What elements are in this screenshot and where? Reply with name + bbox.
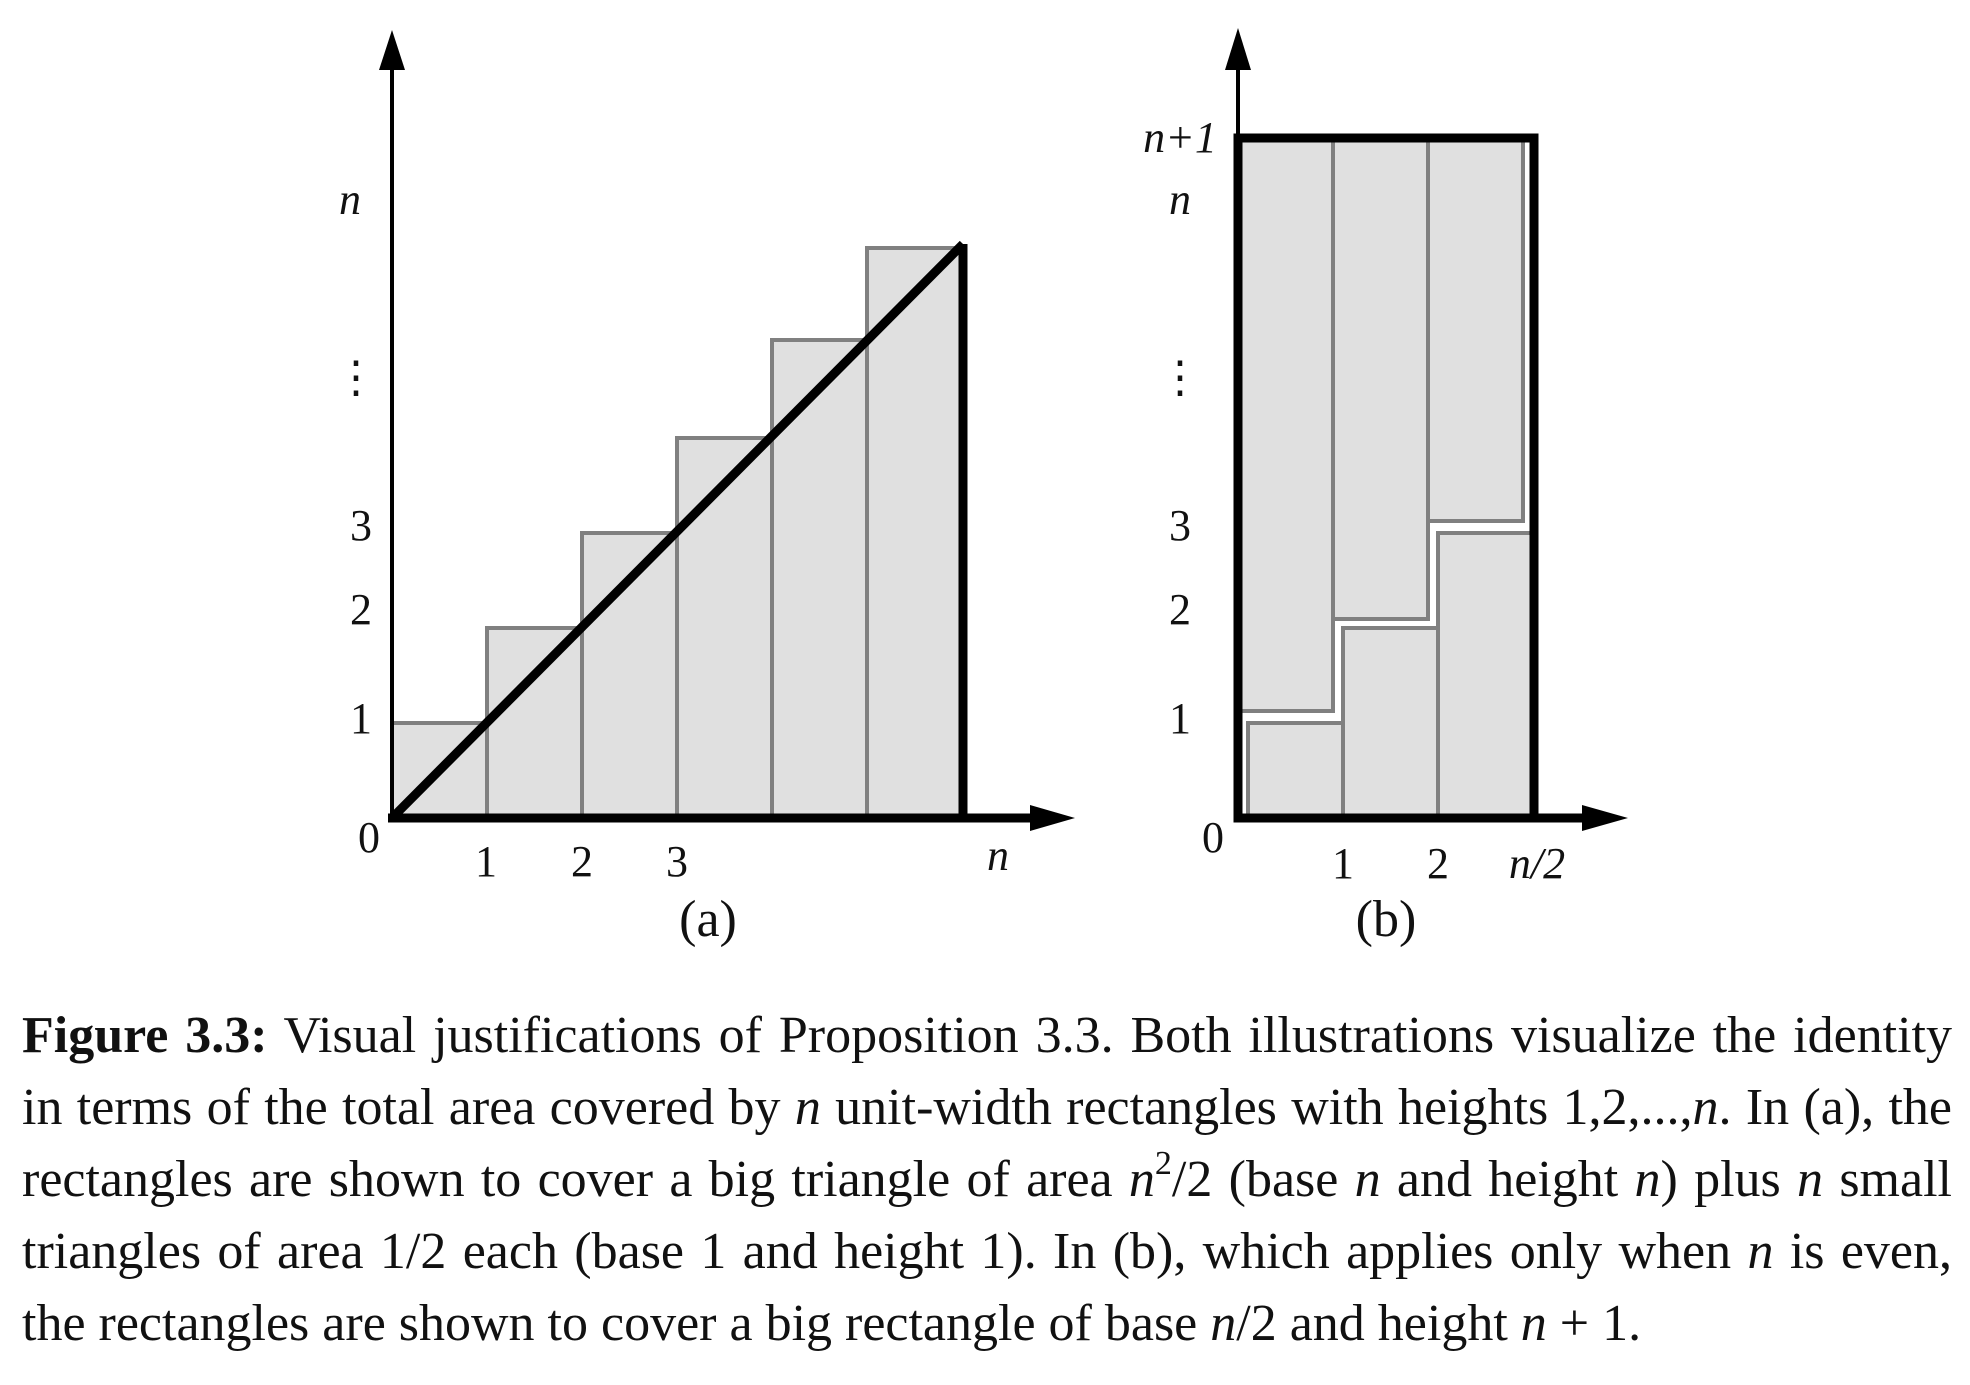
b-bar-2 <box>1341 626 1440 820</box>
b-bar-3 <box>1436 531 1535 820</box>
y-tick-dots: ⋮ <box>334 353 378 402</box>
y-tick-0: 0 <box>358 813 380 862</box>
caption-text: and height <box>1380 1151 1635 1208</box>
bar-5 <box>770 338 869 820</box>
triangle-hypotenuse <box>388 240 967 822</box>
b-x-tick-2: 2 <box>1427 839 1449 888</box>
caption-text: /2 (base <box>1171 1151 1355 1208</box>
bar-6 <box>865 246 965 820</box>
caption-text: is even, the rectangles are shown to cov… <box>22 1223 1952 1352</box>
caption-text: unit-width rectangles with heights 1,2,.… <box>820 1079 1693 1136</box>
b-bar-1 <box>1246 721 1345 820</box>
b-top-bar-2 <box>1331 136 1430 621</box>
b-x-tick-1: 1 <box>1332 839 1354 888</box>
caption-text: Visual justifications of Proposition 3.3… <box>22 1007 1952 1136</box>
caption-var: n <box>794 1079 821 1136</box>
caption-var: n <box>1520 1295 1547 1352</box>
x-tick-1: 1 <box>475 837 497 886</box>
bottom-staircase <box>1246 531 1535 820</box>
caption-text: ) plus <box>1660 1151 1798 1208</box>
y-tick-n: n <box>339 175 361 224</box>
caption-var: n <box>1747 1223 1774 1280</box>
b-y-tick-2: 2 <box>1169 585 1191 634</box>
panel-b: n+1 n ⋮ 3 2 1 0 1 2 n/2 (b) <box>1143 28 1628 948</box>
x-axis-arrowhead <box>1030 805 1075 831</box>
caption-var: n <box>1692 1079 1719 1136</box>
caption-superscript: 2 <box>1154 1145 1172 1182</box>
b-x-axis-arrowhead <box>1582 805 1628 831</box>
caption-text: . In (a), the rectangles are shown to co… <box>22 1079 1953 1208</box>
b-top-bar-1 <box>1236 136 1335 713</box>
bar-4 <box>675 436 774 820</box>
b-y-tick-0: 0 <box>1202 813 1224 862</box>
bar-2 <box>485 626 584 820</box>
caption-var: n <box>1210 1295 1237 1352</box>
y-axis-arrowhead <box>379 30 405 70</box>
y-tick-1: 1 <box>350 694 372 743</box>
b-y-tick-n: n <box>1169 175 1191 224</box>
caption-var: n <box>1354 1151 1381 1208</box>
b-top-bar-3 <box>1426 136 1525 523</box>
caption-label: Figure 3.3: <box>22 1007 268 1064</box>
panel-a-sublabel: (a) <box>679 891 737 948</box>
x-tick-labels: 1 2 3 n <box>475 831 1009 886</box>
y-tick-2: 2 <box>350 585 372 634</box>
b-y-axis-arrowhead <box>1225 28 1251 70</box>
b-y-tick-dots: ⋮ <box>1158 353 1202 402</box>
b-x-tick-n-half: n/2 <box>1509 839 1565 888</box>
figure-caption: Figure 3.3: Visual justifications of Pro… <box>22 1000 1952 1360</box>
y-tick-3: 3 <box>350 501 372 550</box>
b-y-tick-labels: n+1 n ⋮ 3 2 1 0 <box>1143 113 1224 862</box>
y-tick-labels: n ⋮ 3 2 1 0 <box>334 175 380 862</box>
x-tick-2: 2 <box>571 837 593 886</box>
figure-illustrations: n ⋮ 3 2 1 0 1 2 3 n (a) <box>334 28 1628 948</box>
caption-var: n <box>1797 1151 1824 1208</box>
panel-b-sublabel: (b) <box>1356 891 1417 948</box>
caption-text: /2 and height <box>1236 1295 1521 1352</box>
x-tick-n: n <box>987 831 1009 880</box>
b-x-tick-labels: 1 2 n/2 <box>1332 839 1565 888</box>
caption-text: + 1. <box>1546 1295 1642 1352</box>
b-y-tick-1: 1 <box>1169 694 1191 743</box>
caption-text: small triangles of area 1/2 each (base 1… <box>22 1151 1952 1280</box>
caption-var: n <box>1128 1151 1155 1208</box>
b-y-tick-n-plus-1: n+1 <box>1143 113 1217 162</box>
b-y-tick-3: 3 <box>1169 501 1191 550</box>
caption-var: n <box>1634 1151 1661 1208</box>
panel-a: n ⋮ 3 2 1 0 1 2 3 n (a) <box>334 30 1075 948</box>
x-tick-3: 3 <box>666 837 688 886</box>
